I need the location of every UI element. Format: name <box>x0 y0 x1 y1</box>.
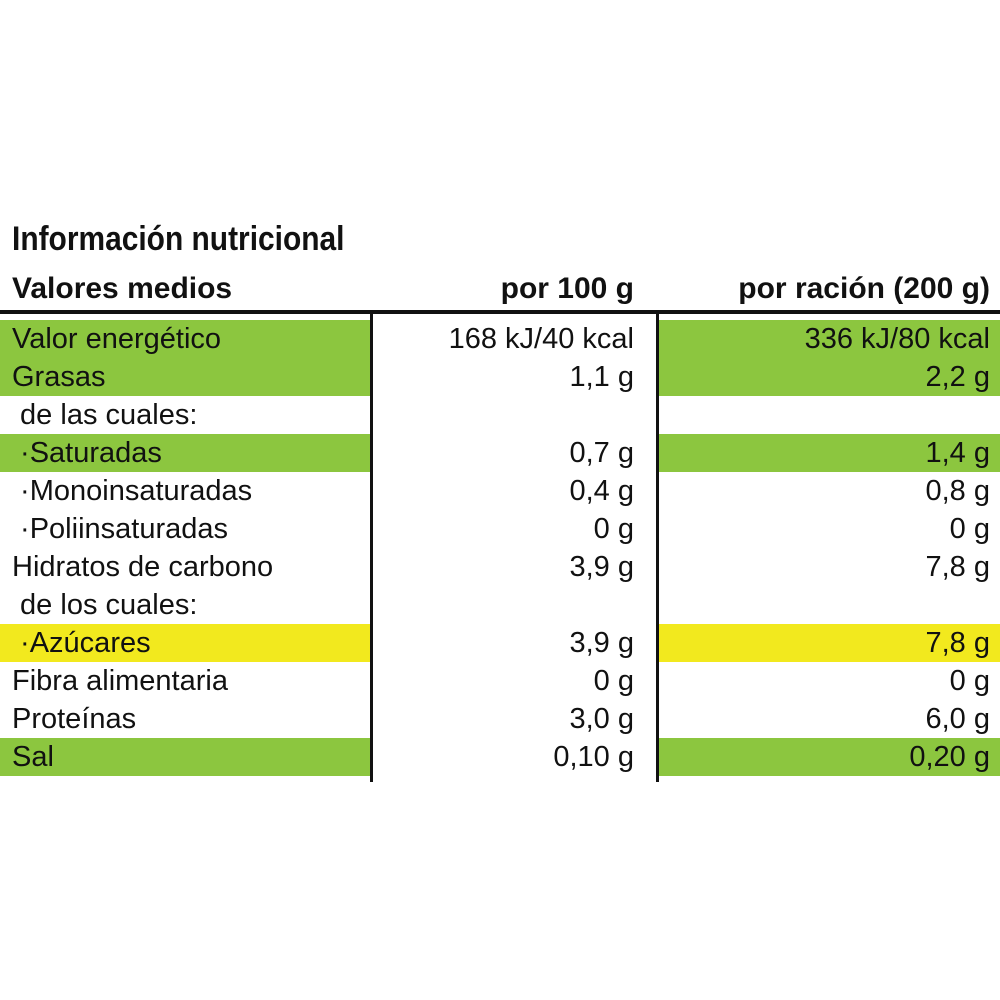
column-header: por 100 g <box>500 272 634 305</box>
nutrient-value: 3,9 g <box>569 627 635 659</box>
row-highlight <box>659 624 1000 662</box>
nutrient-value: 3,0 g <box>569 703 635 735</box>
row-highlight <box>0 358 370 396</box>
nutrient-value: 0,7 g <box>569 437 635 469</box>
row-highlight <box>0 320 370 358</box>
nutrient-value: 6,0 g <box>925 703 991 735</box>
column-header: Valores medios <box>12 272 233 305</box>
nutrient-label: Sal <box>12 741 54 773</box>
nutrient-label: ·Azúcares <box>12 627 151 659</box>
nutrient-value: 0,20 g <box>909 741 990 773</box>
column-rule <box>370 312 373 782</box>
nutrient-value: 7,8 g <box>925 627 991 659</box>
nutrient-value: 1,4 g <box>925 437 991 469</box>
row-highlight <box>0 738 370 776</box>
nutrient-value: 0,10 g <box>553 741 634 773</box>
header-rule <box>0 310 1000 314</box>
column-header: por ración (200 g) <box>738 272 990 305</box>
nutrient-label: Proteínas <box>12 703 137 735</box>
nutrient-label: Grasas <box>12 361 106 393</box>
nutrient-value: 2,2 g <box>925 361 991 393</box>
nutrient-label: ·Monoinsaturadas <box>12 475 253 507</box>
nutrient-label: Valor energético <box>12 323 222 355</box>
row-highlight <box>0 624 370 662</box>
nutrient-value: 0,8 g <box>925 475 991 507</box>
title: Información nutricional <box>12 220 345 258</box>
nutrient-label: Fibra alimentaria <box>12 665 228 697</box>
nutrient-value: 336 kJ/80 kcal <box>804 323 990 355</box>
nutrient-value: 7,8 g <box>925 551 991 583</box>
nutrient-value: 168 kJ/40 kcal <box>448 323 634 355</box>
row-highlight <box>659 358 1000 396</box>
row-highlight <box>659 320 1000 358</box>
row-highlight <box>659 434 1000 472</box>
nutrient-label: ·Saturadas <box>12 437 162 469</box>
nutrient-label: de los cuales: <box>12 589 198 621</box>
nutrient-label: ·Poliinsaturadas <box>12 513 228 545</box>
nutrient-value: 0 g <box>949 665 990 697</box>
row-highlight <box>0 434 370 472</box>
column-rule <box>656 312 659 782</box>
nutrient-value: 1,1 g <box>569 361 635 393</box>
nutrient-value: 0 g <box>949 513 990 545</box>
nutrient-label: de las cuales: <box>12 399 198 431</box>
row-highlight <box>659 738 1000 776</box>
nutrient-label: Hidratos de carbono <box>12 551 274 583</box>
nutrient-value: 0,4 g <box>569 475 635 507</box>
nutrient-value: 0 g <box>593 665 634 697</box>
nutrient-value: 3,9 g <box>569 551 635 583</box>
nutrient-value: 0 g <box>593 513 634 545</box>
